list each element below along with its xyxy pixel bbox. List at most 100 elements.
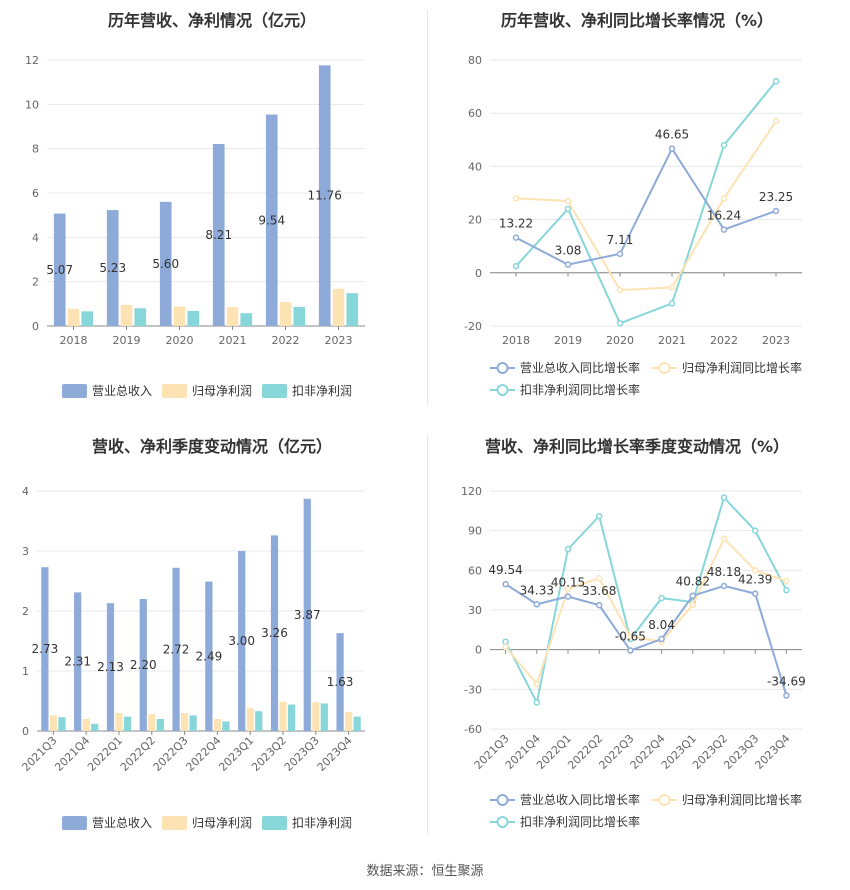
y-tick-label: 2 (22, 605, 29, 618)
chart-title: 历年营收、净利同比增长率情况（%） (501, 11, 773, 30)
legend-label: 扣非净利润 (292, 384, 352, 398)
data-point (720, 494, 728, 501)
bar-parent-net-profit (173, 306, 186, 326)
bar-deducted-net-profit (346, 293, 359, 326)
bar-deducted-net-profit (187, 310, 200, 326)
legend-label: 扣非净利润 (292, 816, 352, 830)
data-point (616, 286, 624, 294)
quarterly-amount-chart: 营收、净利季度变动情况（亿元）012342021Q32021Q42022Q120… (19, 437, 365, 830)
data-point (772, 78, 780, 85)
data-point (751, 527, 759, 534)
bar-value-label: 3.00 (228, 634, 255, 648)
y-tick-label: 0 (475, 644, 482, 657)
legend-label: 归母净利润 (192, 384, 252, 398)
x-tick-label: 2022 (710, 334, 738, 347)
data-point (668, 300, 676, 307)
data-point (720, 141, 728, 149)
series-line-revenue-growth (505, 583, 788, 696)
bar-revenue (318, 65, 331, 326)
data-point (512, 234, 520, 241)
data-point (564, 261, 572, 268)
data-point (564, 585, 572, 593)
chart-title: 历年营收、净利情况（亿元） (108, 11, 316, 30)
x-tick-label: 2022 (272, 334, 300, 347)
legend-swatch (162, 384, 187, 398)
data-point (783, 586, 790, 594)
series-line-deducted-profit-growth (515, 80, 777, 325)
bar-parent-net-profit (148, 714, 156, 731)
x-tick-label: 2023Q4 (752, 732, 792, 772)
data-point (512, 262, 520, 270)
data-point (595, 512, 603, 520)
y-tick-label: 60 (468, 107, 482, 120)
bar-value-label: 2.20 (130, 658, 157, 672)
bar-value-label: 2.72 (163, 642, 190, 656)
bar-parent-net-profit (120, 304, 133, 326)
bar-deducted-net-profit (222, 721, 230, 731)
x-tick-label: 2021 (658, 334, 686, 347)
bar-parent-net-profit (180, 713, 189, 731)
line-value-label: 13.22 (499, 217, 533, 231)
line-value-label: 33.68 (582, 584, 616, 598)
y-tick-label: 1 (22, 665, 29, 678)
data-point (564, 545, 572, 553)
legend-label: 营业总收入同比增长率 (520, 792, 640, 807)
legend-swatch (62, 816, 87, 830)
x-tick-label: 2023Q4 (315, 734, 355, 774)
legend-marker (658, 362, 671, 374)
series-line-parent-profit-growth (515, 120, 777, 292)
bar-parent-net-profit (67, 308, 80, 326)
data-point (533, 680, 541, 688)
line-value-label: 49.54 (488, 563, 522, 577)
data-point (783, 577, 790, 585)
x-tick-label: 2021Q3 (19, 734, 59, 774)
line-value-label: 48.18 (707, 565, 741, 579)
bar-parent-net-profit (226, 307, 239, 326)
bar-parent-net-profit (246, 708, 254, 731)
bar-deducted-net-profit (293, 306, 306, 326)
data-point (616, 320, 624, 327)
bar-revenue (336, 633, 344, 731)
series-line-revenue-growth (515, 146, 777, 266)
data-point (564, 593, 572, 600)
bar-value-label: 9.54 (258, 213, 285, 227)
data-point (772, 207, 780, 215)
line-value-label: 16.24 (707, 209, 741, 223)
data-point (502, 643, 509, 651)
line-value-label: 42.39 (738, 573, 772, 587)
bar-value-label: 2.13 (97, 660, 124, 674)
data-point (512, 195, 520, 202)
bar-value-label: 11.76 (308, 189, 342, 203)
y-tick-label: 0 (22, 725, 29, 738)
y-tick-label: 120 (461, 485, 482, 498)
data-point (668, 145, 676, 152)
data-point (772, 117, 780, 125)
legend-marker (496, 816, 509, 828)
line-value-label: 7.11 (607, 233, 634, 247)
y-tick-label: 8 (32, 143, 39, 156)
line-value-label: 34.33 (520, 583, 554, 597)
chart-title: 营收、净利季度变动情况（亿元） (92, 437, 332, 456)
bar-value-label: 5.07 (46, 263, 73, 277)
data-point (533, 601, 541, 608)
data-point (689, 592, 697, 599)
x-tick-label: 2022Q1 (85, 734, 125, 774)
bar-value-label: 5.23 (99, 261, 126, 275)
data-point (751, 590, 759, 597)
series-line-deducted-profit-growth (504, 495, 788, 706)
bar-parent-net-profit (213, 719, 222, 731)
legend-label: 归母净利润 (192, 816, 252, 830)
bar-revenue (172, 567, 180, 731)
legend-marker (496, 384, 509, 396)
bar-value-label: 2.49 (196, 649, 223, 663)
legend-marker (496, 794, 509, 806)
data-point (658, 594, 665, 602)
legend-label: 营业总收入 (92, 384, 152, 398)
y-tick-label: 20 (468, 214, 482, 227)
y-tick-label: 30 (468, 604, 482, 617)
line-value-label: 8.04 (648, 618, 675, 632)
bar-revenue (303, 498, 311, 731)
bar-value-label: 3.87 (294, 608, 321, 622)
bar-deducted-net-profit (287, 704, 296, 731)
legend-marker (658, 794, 671, 806)
